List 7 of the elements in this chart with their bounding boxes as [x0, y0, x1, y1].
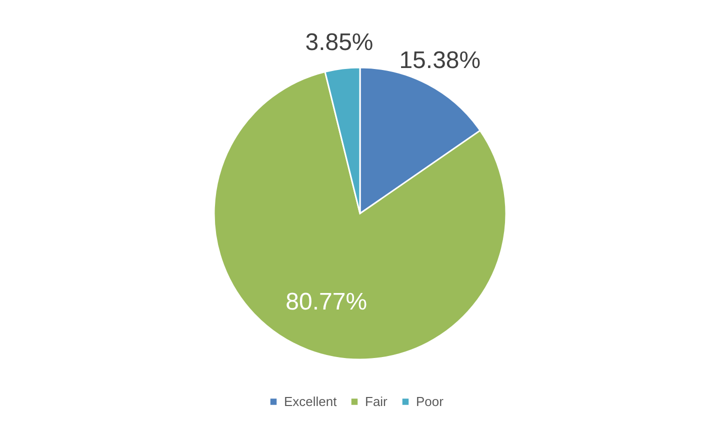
legend-label: Fair: [365, 394, 388, 409]
legend-label: Excellent: [284, 394, 338, 409]
data-label: 3.85%: [305, 28, 374, 56]
data-label: 15.38%: [399, 47, 481, 74]
data-label: 80.77%: [286, 288, 368, 316]
legend-label: Poor: [416, 394, 444, 409]
pie-slice: [214, 71, 507, 360]
